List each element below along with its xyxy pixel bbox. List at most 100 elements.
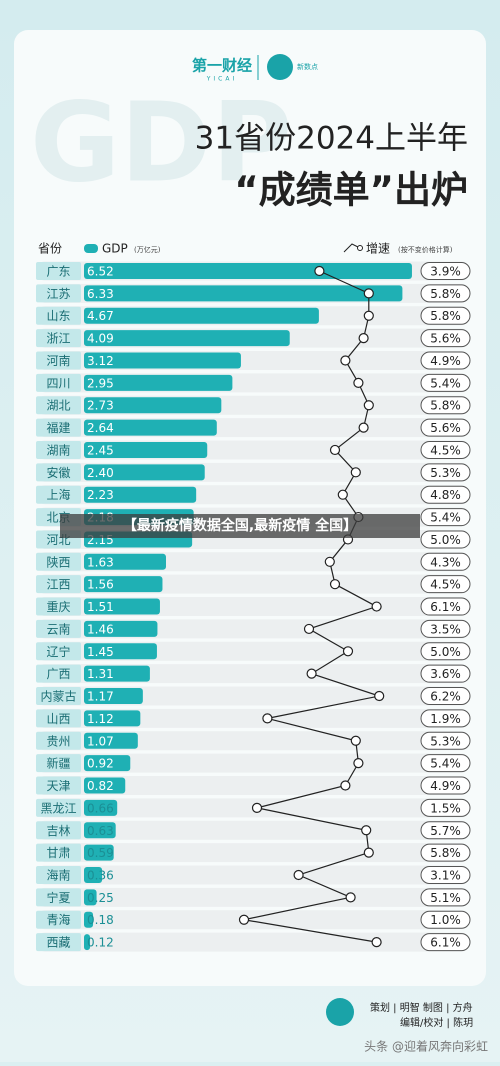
- growth-pill: [420, 642, 471, 661]
- bar: [84, 688, 143, 705]
- growth-label: 6.2%: [430, 690, 461, 704]
- bar-value-label: 2.40: [87, 466, 114, 480]
- bar-value-label: 2.73: [87, 399, 114, 413]
- growth-label: 5.8%: [430, 846, 461, 860]
- growth-label: 5.4%: [430, 757, 461, 771]
- category-box: [36, 597, 81, 616]
- growth-pill: [420, 552, 471, 571]
- bar: [84, 419, 217, 436]
- category-box: [36, 396, 81, 415]
- title-line2: “成绩单”出炉: [234, 169, 468, 212]
- growth-label: 5.4%: [430, 511, 461, 525]
- growth-point: [353, 758, 364, 769]
- bar: [84, 352, 241, 369]
- category-box: [36, 485, 81, 504]
- growth-point: [363, 310, 374, 321]
- bar: [84, 397, 222, 414]
- growth-point: [329, 444, 341, 456]
- growth-point: [251, 802, 263, 813]
- growth-pill: [420, 888, 471, 907]
- growth-pill: [420, 351, 471, 370]
- growth-pill: [420, 530, 471, 549]
- growth-point: [238, 914, 250, 925]
- bar: [84, 799, 118, 816]
- growth-point: [358, 333, 369, 344]
- row-stripe: [36, 843, 470, 863]
- category-box: [36, 776, 81, 795]
- category-label: 辽宁: [46, 644, 70, 659]
- growth-label: 3.9%: [430, 265, 461, 279]
- growth-label: 5.0%: [430, 645, 461, 659]
- category-label: 山西: [46, 712, 70, 726]
- growth-pill: [420, 262, 471, 280]
- bar-value-label: 1.56: [87, 578, 114, 592]
- bar: [84, 464, 205, 481]
- growth-label: 5.6%: [430, 332, 461, 346]
- growth-point: [262, 713, 273, 724]
- category-label: 吉林: [46, 824, 70, 838]
- bg-watermark: GDP: [30, 78, 292, 206]
- bar-value-label: 0.63: [87, 824, 114, 838]
- bar-value-label: 1.63: [87, 555, 114, 569]
- category-label: 青海: [46, 912, 70, 927]
- growth-pill: [420, 910, 471, 929]
- growth-pill: [420, 798, 471, 817]
- growth-point: [342, 646, 354, 657]
- bar-value-label: 1.17: [87, 690, 114, 704]
- category-box: [36, 664, 81, 683]
- category-label: 天津: [46, 779, 70, 793]
- category-box: [36, 418, 81, 437]
- growth-label: 3.5%: [430, 622, 461, 636]
- bar-value-label: 6.33: [87, 287, 114, 301]
- bar-value-label: 1.31: [87, 667, 114, 681]
- growth-point: [345, 892, 356, 903]
- growth-pill: [420, 821, 471, 840]
- growth-point: [293, 869, 304, 881]
- category-box: [36, 843, 81, 862]
- growth-point: [371, 936, 382, 948]
- rows: 广东 6.52 3.9% 江苏 6.33 5.8% 山东 4.67 5.8% 浙江 4.09 5.6%…: [36, 261, 471, 952]
- growth-pill: [420, 373, 471, 392]
- bar-value-label: 1.46: [87, 622, 114, 636]
- category-box: [36, 351, 81, 370]
- growth-label: 3.6%: [430, 667, 461, 681]
- bar: [84, 285, 403, 302]
- growth-point: [361, 825, 372, 836]
- category-label: 海南: [46, 867, 70, 882]
- bar: [84, 598, 160, 615]
- growth-label: 5.7%: [430, 824, 461, 838]
- bar-value-label: 0.18: [87, 913, 114, 927]
- bar: [84, 844, 114, 861]
- row-stripe: [36, 753, 470, 773]
- category-label: 贵州: [46, 734, 70, 748]
- logo-sub: YICAI: [206, 76, 238, 83]
- growth-label: 5.3%: [430, 734, 461, 748]
- growth-label: 4.3%: [430, 555, 461, 569]
- growth-point: [303, 623, 315, 635]
- bar: [84, 710, 141, 727]
- category-label: 云南: [46, 621, 70, 636]
- category-label: 重庆: [46, 600, 70, 614]
- bar-value-label: 4.09: [87, 332, 114, 346]
- bar: [84, 374, 233, 391]
- bar-value-label: 0.12: [87, 936, 114, 950]
- growth-pill: [420, 664, 471, 683]
- category-label: 福建: [46, 420, 70, 435]
- category-box: [36, 888, 81, 907]
- row-stripe: [36, 910, 470, 930]
- legend-label: 增速: [366, 242, 390, 256]
- growth-label: 5.1%: [430, 891, 461, 905]
- footer-icon: [326, 998, 354, 1026]
- bar: [84, 307, 319, 324]
- category-label: 广西: [46, 667, 70, 681]
- row-stripe: [36, 820, 470, 840]
- legend-dot: [357, 245, 363, 251]
- bar: [84, 330, 290, 347]
- watermark: 头条 @迎着风奔向彩虹: [364, 1039, 488, 1054]
- category-box: [36, 933, 81, 952]
- bar-value-label: 6.52: [87, 265, 114, 279]
- category-label: 湖南: [46, 442, 70, 457]
- bar-value-label: 0.59: [87, 846, 114, 860]
- growth-label: 5.8%: [430, 399, 461, 413]
- category-box: [36, 552, 81, 571]
